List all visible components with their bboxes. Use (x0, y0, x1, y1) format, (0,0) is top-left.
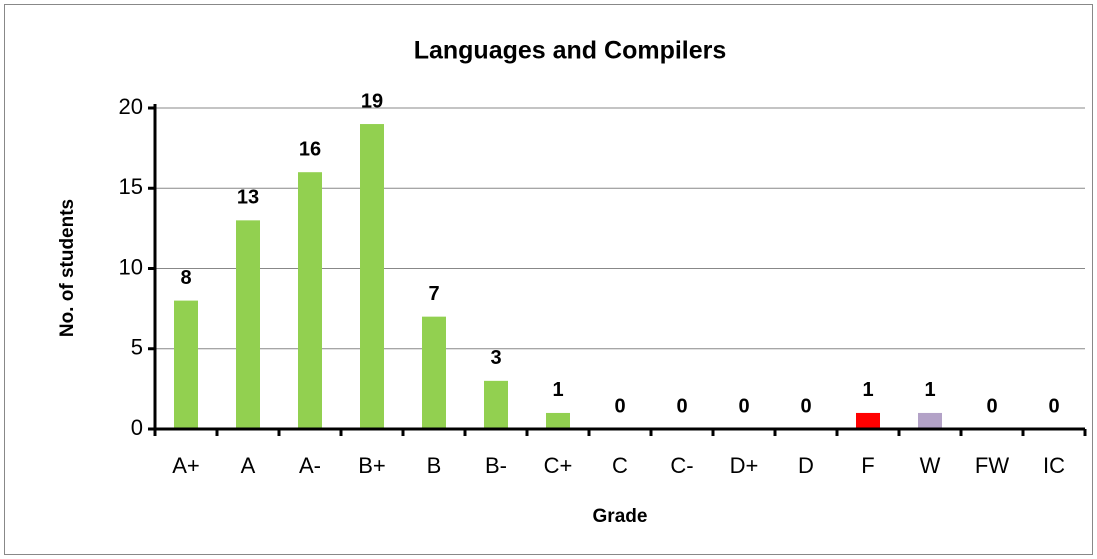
y-tick-label: 5 (131, 335, 143, 360)
x-tick-label: A- (299, 453, 321, 478)
bar (236, 220, 260, 429)
x-tick-label: B (427, 453, 442, 478)
data-label: 16 (299, 138, 321, 160)
data-label: 0 (800, 395, 811, 417)
y-tick-label: 10 (119, 254, 143, 279)
data-label: 0 (738, 395, 749, 417)
x-tick-label: W (920, 453, 941, 478)
bar (856, 412, 880, 429)
x-tick-label: D+ (730, 453, 759, 478)
data-label: 0 (614, 395, 625, 417)
data-label: 13 (237, 187, 259, 209)
y-tick-label: 20 (119, 94, 143, 119)
x-tick-label: B+ (358, 453, 386, 478)
x-tick-label: A+ (172, 453, 200, 478)
data-label: 3 (490, 347, 501, 369)
bar (918, 412, 942, 429)
x-tick-label: IC (1043, 453, 1065, 478)
bar (422, 316, 446, 429)
data-label: 0 (1048, 395, 1059, 417)
x-tick-label: F (861, 453, 874, 478)
bar (360, 124, 384, 430)
data-label: 1 (552, 379, 563, 401)
bar (174, 300, 198, 429)
y-tick-label: 15 (119, 174, 143, 199)
chart-title: Languages and Compilers (414, 37, 727, 65)
bar (484, 380, 508, 429)
x-tick-label: C (612, 453, 628, 478)
data-label: 19 (361, 90, 383, 112)
bar (546, 412, 570, 429)
x-tick-label: D (798, 453, 814, 478)
x-tick-label: C+ (544, 453, 573, 478)
x-axis-title: Grade (593, 506, 648, 527)
x-tick-label: B- (485, 453, 507, 478)
data-label: 0 (676, 395, 687, 417)
data-label: 7 (428, 283, 439, 305)
x-tick-label: A (241, 453, 256, 478)
y-tick-label: 0 (131, 415, 143, 440)
x-tick-label: FW (975, 453, 1009, 478)
data-label: 0 (986, 395, 997, 417)
x-tick-label: C- (670, 453, 693, 478)
bar (298, 172, 322, 429)
data-label: 1 (862, 379, 873, 401)
y-axis-title: No. of students (57, 199, 78, 337)
data-label: 1 (924, 379, 935, 401)
data-label: 8 (180, 267, 191, 289)
chart-border (4, 4, 1093, 555)
